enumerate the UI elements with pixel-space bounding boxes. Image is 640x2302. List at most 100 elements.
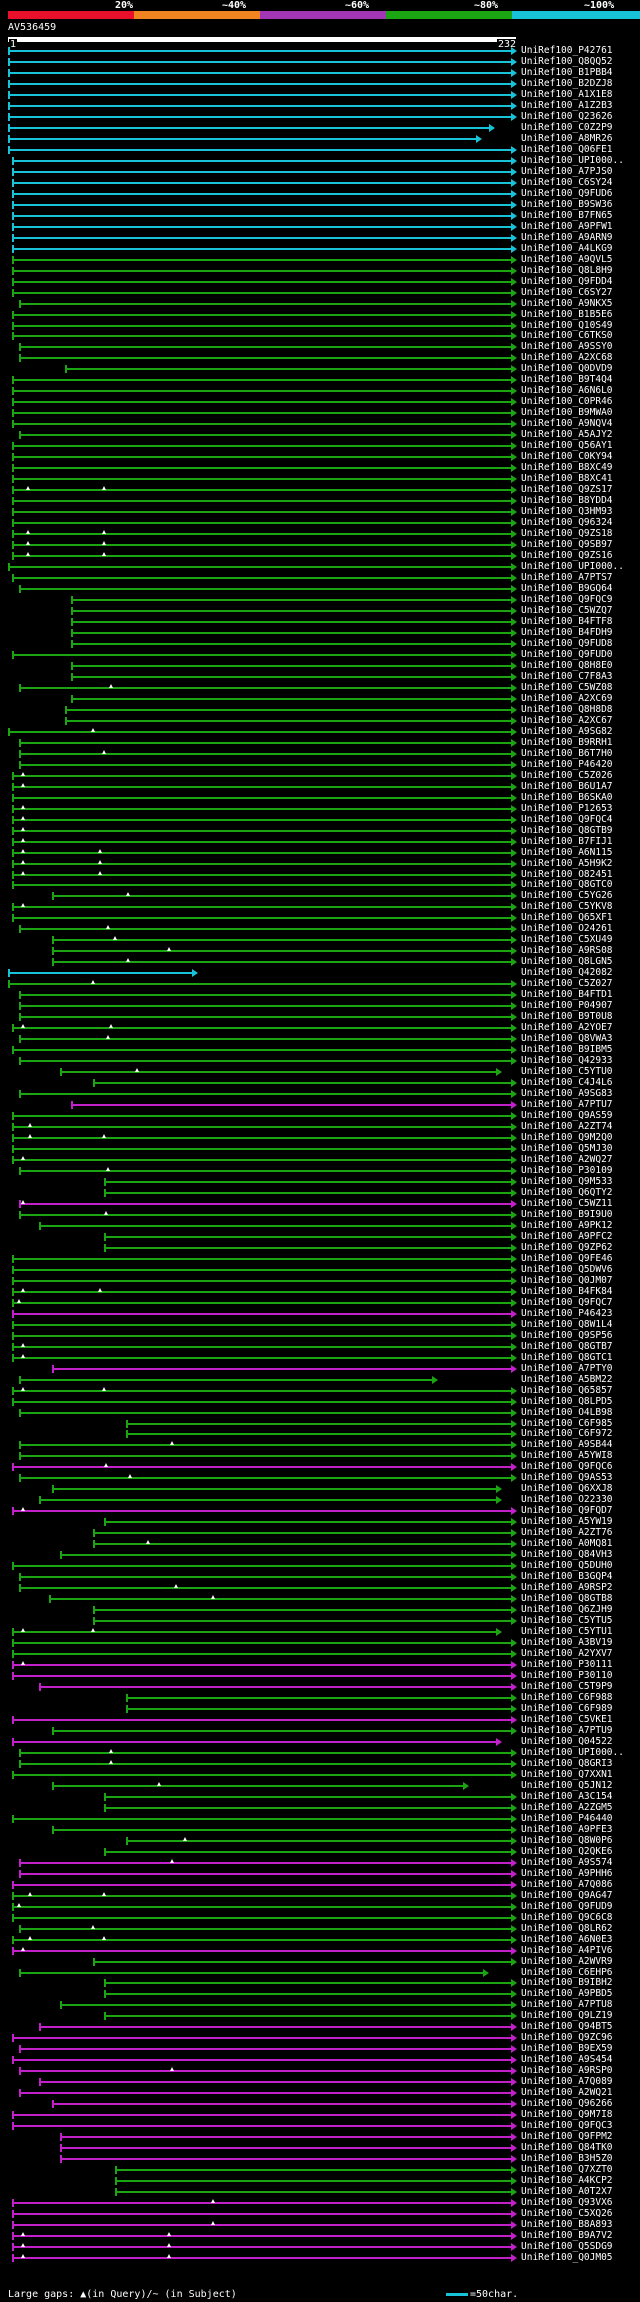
hit-label[interactable]: UniRef100_C0KY94 [521, 451, 613, 463]
hit-bar[interactable] [12, 335, 512, 338]
hit-bar[interactable] [18, 928, 512, 931]
hit-label[interactable]: UniRef100_Q9C6C8 [521, 1911, 613, 1923]
hit-bar[interactable] [18, 1202, 512, 1205]
hit-label[interactable]: UniRef100_A1X1E8 [521, 88, 613, 100]
hit-bar[interactable] [12, 1158, 512, 1161]
hit-bar[interactable] [12, 280, 512, 283]
hit-label[interactable]: UniRef100_A2WQ21 [521, 2087, 613, 2099]
hit-label[interactable]: UniRef100_Q9FDD4 [521, 275, 613, 287]
hit-bar[interactable] [12, 1905, 512, 1908]
hit-bar[interactable] [8, 137, 478, 140]
hit-label[interactable]: UniRef100_B2DZJ8 [521, 77, 613, 89]
hit-label[interactable]: UniRef100_Q8L8H9 [521, 264, 613, 276]
hit-label[interactable]: UniRef100_O4LB98 [521, 1406, 613, 1418]
hit-bar[interactable] [12, 1345, 512, 1348]
hit-bar[interactable] [12, 653, 512, 656]
hit-label[interactable]: UniRef100_C0PR46 [521, 396, 613, 408]
hit-bar[interactable] [12, 873, 512, 876]
hit-bar[interactable] [114, 2180, 512, 2183]
hit-label[interactable]: UniRef100_A4KCP2 [521, 2175, 613, 2187]
hit-label[interactable]: UniRef100_Q8VWA3 [521, 1033, 613, 1045]
hit-label[interactable]: UniRef100_Q9ZS18 [521, 528, 613, 540]
hit-label[interactable]: UniRef100_B3H5Z0 [521, 2153, 613, 2165]
hit-label[interactable]: UniRef100_B6T7H0 [521, 747, 613, 759]
hit-bar[interactable] [12, 401, 512, 404]
hit-bar[interactable] [12, 2059, 512, 2062]
hit-label[interactable]: UniRef100_C4J4L6 [521, 1077, 613, 1089]
hit-label[interactable]: UniRef100_UPI000.. [521, 1746, 624, 1758]
hit-bar[interactable] [104, 1850, 512, 1853]
hit-label[interactable]: UniRef100_B9SW36 [521, 198, 613, 210]
hit-bar[interactable] [12, 1773, 512, 1776]
hit-label[interactable]: UniRef100_Q8GTB9 [521, 824, 613, 836]
hit-label[interactable]: UniRef100_P46440 [521, 1812, 613, 1824]
hit-label[interactable]: UniRef100_Q65857 [521, 1384, 613, 1396]
hit-bar[interactable] [18, 302, 512, 305]
hit-label[interactable]: UniRef100_C7F8A3 [521, 670, 613, 682]
hit-label[interactable]: UniRef100_P12653 [521, 802, 613, 814]
hit-bar[interactable] [18, 1927, 512, 1930]
hit-label[interactable]: UniRef100_P04907 [521, 1000, 613, 1012]
hit-bar[interactable] [18, 1587, 512, 1590]
hit-bar[interactable] [8, 983, 512, 986]
hit-bar[interactable] [51, 939, 512, 942]
hit-label[interactable]: UniRef100_Q8H8D8 [521, 703, 613, 715]
hit-label[interactable]: UniRef100_B8A893 [521, 2219, 613, 2231]
hit-bar[interactable] [8, 972, 194, 975]
hit-bar[interactable] [12, 1301, 512, 1304]
hit-label[interactable]: UniRef100_A7PTU7 [521, 1099, 613, 1111]
hit-label[interactable]: UniRef100_C5WZ08 [521, 681, 613, 693]
hit-bar[interactable] [12, 269, 512, 272]
hit-label[interactable]: UniRef100_A9SB44 [521, 1439, 613, 1451]
hit-label[interactable]: UniRef100_A9SG82 [521, 725, 613, 737]
hit-bar[interactable] [51, 1729, 512, 1732]
hit-label[interactable]: UniRef100_B8XC49 [521, 462, 613, 474]
hit-label[interactable]: UniRef100_A2ZT76 [521, 1527, 613, 1539]
hit-bar[interactable] [114, 2169, 512, 2172]
hit-bar[interactable] [12, 2114, 512, 2117]
hit-bar[interactable] [125, 1839, 512, 1842]
hit-label[interactable]: UniRef100_Q8GTB8 [521, 1593, 613, 1605]
hit-label[interactable]: UniRef100_A7PTY0 [521, 1362, 613, 1374]
hit-bar[interactable] [8, 93, 512, 96]
hit-bar[interactable] [60, 1071, 497, 1074]
hit-label[interactable]: UniRef100_B9I9U0 [521, 1208, 613, 1220]
hit-label[interactable]: UniRef100_A5YW19 [521, 1516, 613, 1528]
hit-bar[interactable] [51, 2103, 512, 2106]
hit-label[interactable]: UniRef100_P46423 [521, 1307, 613, 1319]
hit-bar[interactable] [12, 533, 512, 536]
hit-label[interactable]: UniRef100_Q56AY1 [521, 440, 613, 452]
hit-bar[interactable] [12, 1916, 512, 1919]
hit-label[interactable]: UniRef100_Q8GTC1 [521, 1351, 613, 1363]
hit-bar[interactable] [38, 1686, 512, 1689]
hit-bar[interactable] [18, 994, 512, 997]
hit-bar[interactable] [60, 2004, 512, 2007]
hit-bar[interactable] [12, 1049, 512, 1052]
hit-bar[interactable] [12, 1664, 512, 1667]
hit-label[interactable]: UniRef100_A2YXV7 [521, 1648, 613, 1660]
hit-label[interactable]: UniRef100_Q0JM05 [521, 2251, 613, 2263]
hit-label[interactable]: UniRef100_B4FK84 [521, 1285, 613, 1297]
hit-bar[interactable] [18, 434, 512, 437]
hit-bar[interactable] [12, 1718, 512, 1721]
hit-label[interactable]: UniRef100_B1B5E6 [521, 308, 613, 320]
hit-bar[interactable] [12, 1400, 512, 1403]
hit-bar[interactable] [8, 730, 512, 733]
hit-bar[interactable] [12, 2246, 512, 2248]
hit-label[interactable]: UniRef100_C6EHP6 [521, 1966, 613, 1978]
hit-label[interactable]: UniRef100_Q0JM07 [521, 1274, 613, 1286]
hit-label[interactable]: UniRef100_Q9M7I8 [521, 2109, 613, 2121]
hit-bar[interactable] [51, 1367, 512, 1370]
hit-label[interactable]: UniRef100_Q9FQD7 [521, 1505, 613, 1517]
hit-label[interactable]: UniRef100_C6F985 [521, 1417, 613, 1429]
hit-label[interactable]: UniRef100_B4FDH9 [521, 626, 613, 638]
hit-bar[interactable] [12, 1027, 512, 1030]
hit-bar[interactable] [12, 192, 512, 195]
hit-label[interactable]: UniRef100_C6TKS0 [521, 330, 613, 342]
hit-label[interactable]: UniRef100_Q9AS59 [521, 1110, 613, 1122]
hit-bar[interactable] [104, 2015, 512, 2018]
hit-label[interactable]: UniRef100_B4FTD1 [521, 989, 613, 1001]
hit-bar[interactable] [18, 588, 512, 591]
hit-label[interactable]: UniRef100_Q04522 [521, 1735, 613, 1747]
hit-label[interactable]: UniRef100_O24261 [521, 923, 613, 935]
